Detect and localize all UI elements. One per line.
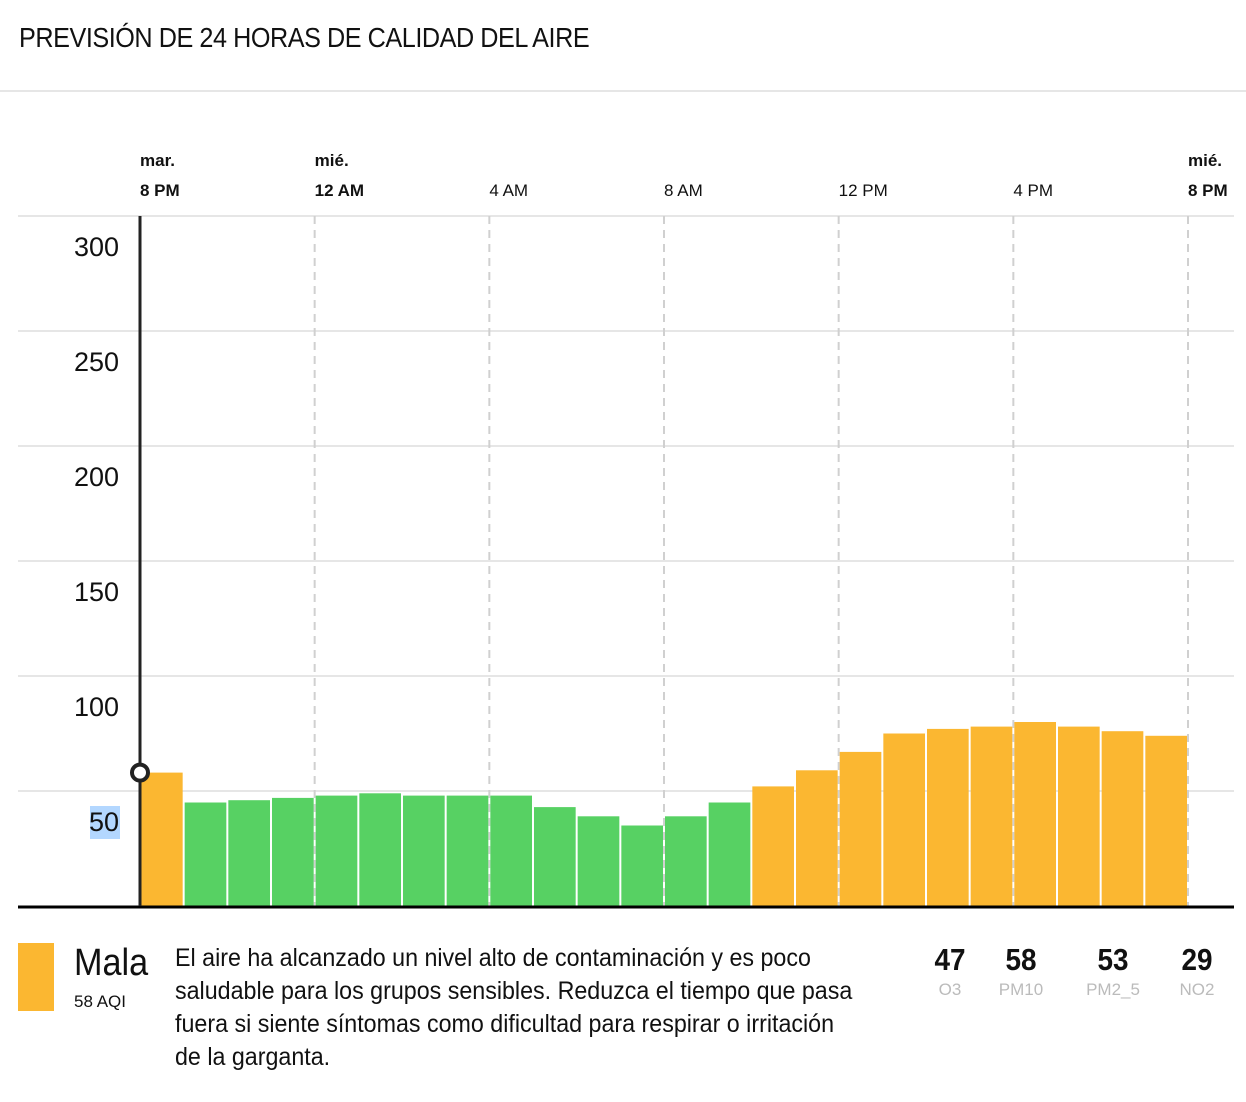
x-tick-day: mar. — [140, 151, 175, 170]
aqi-bar[interactable] — [359, 793, 401, 906]
aqi-bar[interactable] — [315, 795, 358, 906]
x-tick-time: 12 AM — [315, 181, 364, 200]
aqi-bar[interactable] — [708, 802, 751, 907]
aqi-bar[interactable] — [446, 795, 489, 906]
pollutant-name: NO2 — [1179, 980, 1215, 999]
aqi-bar[interactable] — [621, 825, 663, 907]
pollutant-no2: 29 NO2 — [1157, 942, 1237, 1000]
aqi-bar[interactable] — [883, 733, 925, 907]
pollutant-pm10: 58 PM10 — [981, 942, 1061, 1000]
x-tick-time: 8 AM — [664, 181, 703, 200]
aqi-bar[interactable] — [796, 770, 838, 906]
x-tick-day: mié. — [1188, 151, 1222, 170]
x-tick-day: mié. — [315, 151, 349, 170]
pollutant-name: O3 — [938, 980, 962, 999]
aqi-bar[interactable] — [272, 797, 314, 906]
aqi-bar[interactable] — [184, 802, 227, 907]
aqi-bar[interactable] — [970, 726, 1013, 906]
aqi-bar[interactable] — [1014, 722, 1056, 906]
y-tick-label: 150 — [74, 577, 119, 607]
text-selection-highlight — [90, 806, 120, 839]
aqi-bar[interactable] — [534, 807, 576, 906]
aqi-forecast-chart[interactable]: 300 250 200 150 100 50 mar. 8 PM mié. 12 AM 4 AM 8 … — [0, 0, 1246, 930]
aqi-bar[interactable] — [490, 795, 532, 906]
pollutant-name: PM2_5 — [1086, 980, 1140, 999]
pollutant-value: 53 — [1097, 942, 1129, 977]
x-tick-time: 8 PM — [1188, 181, 1228, 200]
y-tick-label: 50 — [89, 807, 119, 837]
y-tick-label: 200 — [74, 462, 119, 492]
aqi-bar[interactable] — [1058, 726, 1100, 906]
aqi-bar[interactable] — [1145, 735, 1187, 906]
x-tick-time: 4 AM — [489, 181, 528, 200]
pollutant-value: 47 — [934, 942, 966, 977]
aqi-bar[interactable] — [141, 772, 183, 906]
aqi-bar[interactable] — [927, 728, 969, 906]
aqi-category: Mala — [74, 942, 149, 984]
pollutant-pm2-5: 53 PM2_5 — [1073, 942, 1153, 1000]
aqi-bar[interactable] — [665, 816, 707, 906]
aqi-description: El aire ha alcanzado un nivel alto de co… — [175, 944, 853, 1071]
pollutant-name: PM10 — [998, 980, 1044, 999]
pollutant-value: 29 — [1181, 942, 1213, 977]
page-title: PREVISIÓN DE 24 HORAS DE CALIDAD DEL AIR… — [19, 22, 590, 53]
aqi-bar[interactable] — [752, 786, 794, 906]
aqi-bar[interactable] — [577, 816, 620, 906]
x-tick-time: 4 PM — [1013, 181, 1053, 200]
header-divider — [0, 90, 1246, 92]
aqi-bar[interactable] — [403, 795, 445, 906]
y-tick-label: 300 — [74, 232, 119, 262]
category-swatch — [18, 943, 54, 1011]
pollutant-o3: 47 O3 — [910, 942, 990, 1000]
x-tick-time: 8 PM — [140, 181, 180, 200]
time-cursor-handle[interactable] — [130, 762, 150, 783]
aqi-bar[interactable] — [1101, 731, 1144, 906]
y-tick-label: 100 — [74, 692, 119, 722]
pollutant-value: 58 — [1005, 942, 1037, 977]
aqi-bar[interactable] — [228, 800, 270, 906]
aqi-bar[interactable] — [839, 751, 882, 906]
aqi-value: 58 AQI — [74, 992, 126, 1011]
y-tick-label: 250 — [74, 347, 119, 377]
x-tick-time: 12 PM — [839, 181, 888, 200]
